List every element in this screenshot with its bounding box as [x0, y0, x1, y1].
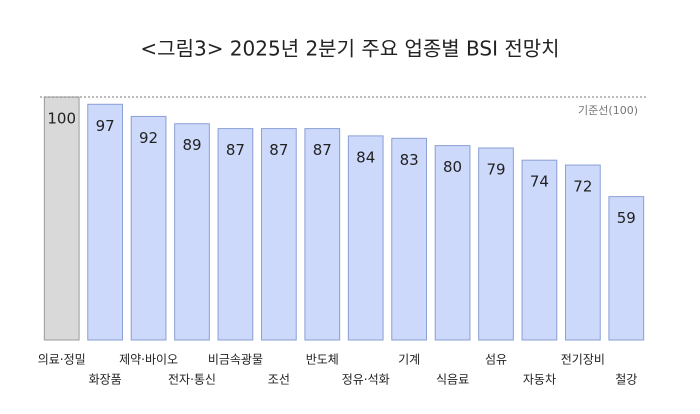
x-tick-label: 식음료: [436, 373, 469, 387]
x-tick-label: 비금속광물: [208, 353, 263, 367]
bar: [347, 135, 384, 341]
x-tick-label: 의료·정밀: [38, 353, 86, 367]
value-label: 97: [96, 117, 115, 135]
bar: [478, 147, 514, 341]
value-label: 89: [182, 136, 201, 154]
bar: [43, 96, 80, 341]
x-tick-label: 제약·바이오: [119, 352, 178, 367]
x-tick-label: 조선: [268, 373, 290, 387]
x-tick-label: 전자·통신: [168, 373, 216, 387]
value-label: 80: [443, 158, 462, 176]
reference-label: 기준선(100): [578, 104, 638, 117]
value-label: 92: [139, 129, 158, 147]
value-label: 87: [313, 141, 332, 159]
value-label: 74: [530, 173, 549, 191]
value-label: 100: [47, 110, 76, 128]
bar: [87, 103, 124, 341]
bar: [434, 145, 471, 341]
chart-title: <그림3> 2025년 2분기 주요 업종별 BSI 전망치: [140, 37, 559, 61]
bar: [521, 159, 558, 341]
bar: [391, 137, 428, 341]
x-tick-label: 섬유: [485, 353, 507, 367]
value-label: 79: [486, 161, 505, 179]
x-tick-label: 철강: [615, 373, 637, 387]
bar: [217, 128, 254, 341]
value-label: 83: [400, 151, 419, 169]
x-tick-label: 정유·석화: [342, 373, 390, 387]
x-tick-label: 전기장비: [561, 353, 605, 367]
value-label: 72: [573, 178, 592, 196]
bar: [564, 164, 601, 341]
x-tick-label: 반도체: [306, 353, 339, 367]
bar: [608, 196, 645, 341]
x-tick-label: 기계: [398, 353, 420, 367]
value-label: 87: [226, 141, 245, 159]
x-tick-label: 자동차: [523, 373, 556, 387]
bar: [130, 115, 167, 341]
bar: [304, 128, 341, 341]
value-label: 59: [617, 209, 636, 227]
value-label: 84: [356, 148, 375, 166]
bar: [174, 123, 210, 341]
bar: [260, 128, 297, 341]
value-label: 87: [269, 141, 288, 159]
x-tick-label: 화장품: [89, 373, 122, 387]
